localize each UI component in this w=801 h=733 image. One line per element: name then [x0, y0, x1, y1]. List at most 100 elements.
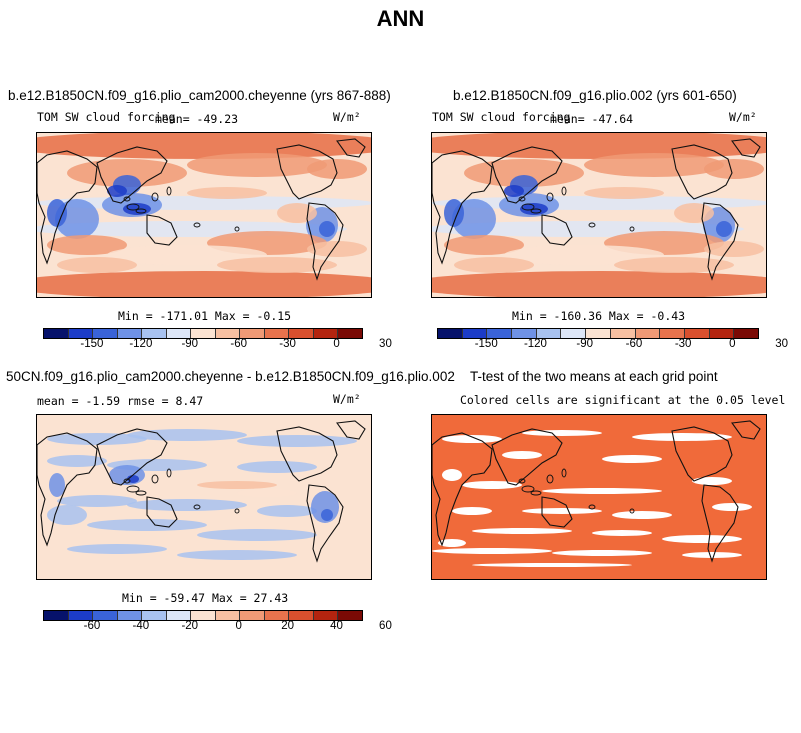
island-outline [123, 478, 131, 484]
island-outline [518, 478, 526, 484]
colorbar-tick-label: 0 [729, 338, 736, 350]
colorbar-swatch [610, 329, 636, 338]
coastline [96, 428, 168, 486]
non-significant-cell [442, 469, 462, 481]
island-outline [151, 192, 159, 202]
field-region [47, 433, 147, 445]
island-outline [588, 222, 596, 228]
colorbar-swatch [240, 611, 265, 620]
island-outline [521, 203, 535, 211]
colorbar-swatch [68, 329, 94, 338]
colorbar-tick-label: 40 [330, 620, 343, 632]
field-region [67, 544, 167, 554]
panel1-case-title: b.e12.B1850CN.f09_g16.plio_cam2000.cheye… [8, 88, 391, 103]
panel3-stats: mean = -1.59 rmse = 8.47 [37, 394, 204, 408]
island-outline [521, 485, 535, 493]
non-significant-cell [452, 507, 492, 515]
coastline [336, 138, 366, 158]
colorbar-tick-label: -150 [474, 338, 498, 350]
coastline [276, 426, 338, 482]
colorbar-swatch [487, 329, 513, 338]
colorbar-swatch [93, 329, 118, 338]
colorbar-tick-label: -90 [576, 338, 593, 350]
non-significant-cell [542, 488, 662, 494]
field-region [107, 245, 267, 265]
colorbar-swatch [117, 329, 143, 338]
non-significant-cell [472, 563, 632, 567]
panel1-mean: mean= -49.23 [155, 112, 239, 126]
non-significant-cell [432, 548, 552, 554]
panel3-colorbar [43, 610, 363, 621]
non-significant-cell [442, 435, 502, 443]
colorbar-swatch [734, 329, 758, 338]
colorbar-tick-label: 0 [333, 338, 340, 350]
non-significant-cell [632, 433, 732, 441]
coastline [146, 214, 178, 246]
colorbar-tick-label: -120 [129, 338, 153, 350]
colorbar-swatch [215, 329, 241, 338]
colorbar-swatch [142, 611, 167, 620]
field-region [87, 519, 207, 531]
field-region [454, 257, 534, 273]
colorbar-swatch [44, 611, 69, 620]
colorbar-swatch [44, 329, 69, 338]
panel2-case-title: b.e12.B1850CN.f09_g16.plio.002 (yrs 601-… [453, 88, 737, 103]
field-region [464, 159, 584, 187]
field-region [504, 185, 524, 197]
field-region [217, 257, 337, 273]
non-significant-cell [438, 539, 466, 547]
colorbar-swatch [215, 611, 241, 620]
coastline [541, 496, 573, 528]
panel2-mean: mean= -47.64 [550, 112, 634, 126]
colorbar-swatch [462, 329, 488, 338]
panel3-colorbar-ticks: -60 -40 -20 0 20 40 60 [43, 620, 392, 634]
colorbar-swatch [313, 611, 339, 620]
field-region [307, 159, 367, 179]
island-outline [518, 196, 526, 202]
island-outline [135, 490, 147, 496]
field-region [47, 455, 107, 467]
coastline [731, 420, 761, 440]
island-outline [629, 508, 635, 514]
field-region [57, 257, 137, 273]
colorbar-tick-label: -60 [230, 338, 247, 350]
panel3-units: W/m² [333, 392, 361, 406]
non-significant-cell [522, 430, 602, 436]
island-outline [629, 226, 635, 232]
coastline [491, 146, 563, 204]
colorbar-tick-label: -60 [625, 338, 643, 350]
coastline [37, 150, 98, 265]
field-region [432, 133, 766, 159]
field-region [277, 203, 317, 223]
field-region [47, 235, 127, 255]
colorbar-tick-label: 30 [775, 338, 789, 350]
colorbar-tick-label: -30 [674, 338, 692, 350]
non-significant-cell [602, 455, 662, 463]
field-region [504, 245, 664, 265]
island-outline [561, 186, 567, 196]
colorbar-swatch [536, 329, 562, 338]
colorbar-swatch [142, 329, 167, 338]
field-region [674, 203, 714, 223]
colorbar-swatch [338, 329, 362, 338]
colorbar-tick-label: 0 [235, 620, 242, 632]
island-outline [123, 196, 131, 202]
non-significant-cell [462, 481, 522, 489]
figure-title: ANN [376, 6, 425, 31]
panel4-title: T-test of the two means at each grid poi… [470, 369, 718, 384]
colorbar-swatch [313, 329, 339, 338]
colorbar-swatch [561, 329, 587, 338]
non-significant-cell [682, 552, 742, 558]
field-region [716, 221, 732, 237]
colorbar-tick-label: -30 [279, 338, 296, 350]
field-region [237, 489, 297, 497]
colorbar-swatch [240, 329, 265, 338]
coastline [37, 432, 98, 547]
non-significant-cell [662, 535, 742, 543]
non-significant-cell [552, 550, 652, 556]
island-outline [530, 208, 542, 214]
coastline [671, 426, 733, 482]
island-outline [166, 186, 172, 196]
colorbar-swatch [660, 329, 685, 338]
non-significant-cell [502, 451, 542, 459]
